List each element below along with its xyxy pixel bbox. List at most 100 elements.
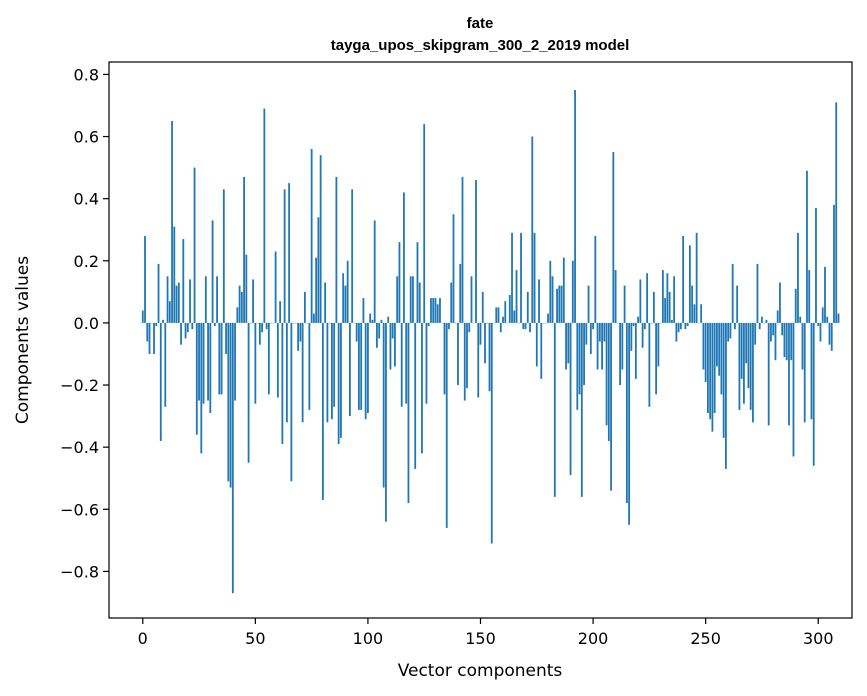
- bar-138: [452, 214, 455, 323]
- bar-31: [211, 220, 214, 323]
- bar-107: [382, 322, 385, 488]
- x-tick-label: 0: [138, 629, 148, 648]
- bar-281: [774, 322, 777, 361]
- bar-206: [605, 322, 608, 426]
- bar-72: [303, 291, 306, 323]
- bar-220: [637, 316, 640, 323]
- bar-29: [207, 322, 209, 401]
- y-tick-label: 0.8: [74, 65, 99, 84]
- bar-113: [396, 276, 399, 323]
- bar-23: [193, 167, 196, 323]
- bar-150: [479, 322, 482, 345]
- bar-63: [283, 189, 286, 323]
- bar-307: [833, 204, 835, 323]
- bar-173: [531, 136, 534, 323]
- plot-area-frame: [108, 61, 853, 619]
- bar-289: [792, 322, 795, 457]
- bar-82: [326, 322, 329, 423]
- bar-117: [405, 322, 408, 404]
- bar-225: [648, 322, 651, 407]
- bar-93: [351, 189, 354, 323]
- bar-121: [414, 322, 417, 469]
- bar-155: [490, 322, 493, 544]
- bar-61: [279, 301, 282, 323]
- bar-136: [448, 322, 450, 330]
- bar-207: [607, 322, 610, 441]
- bar-217: [630, 322, 633, 351]
- bar-298: [812, 322, 815, 466]
- bar-234: [668, 291, 671, 323]
- bar-263: [734, 322, 736, 330]
- bar-149: [477, 322, 480, 398]
- bar-174: [533, 232, 536, 323]
- bar-2: [146, 322, 149, 342]
- bar-19: [184, 322, 187, 339]
- bar-169: [522, 322, 525, 330]
- bar-77: [315, 257, 318, 323]
- bar-274: [758, 322, 761, 330]
- bar-130: [434, 298, 437, 323]
- bar-165: [513, 310, 516, 323]
- bar-295: [806, 170, 808, 323]
- bar-66: [290, 322, 293, 482]
- x-axis-ticks: 0 50 100 150 200 250 300: [138, 618, 834, 648]
- bar-22: [191, 322, 194, 330]
- bar-70: [299, 322, 302, 342]
- bar-54: [263, 108, 266, 323]
- bar-184: [556, 288, 558, 323]
- y-tick-label: 0.6: [74, 128, 99, 147]
- bar-40: [231, 322, 234, 594]
- bar-28: [204, 276, 207, 323]
- bar-99: [364, 322, 367, 420]
- x-tick-label: 200: [578, 629, 609, 648]
- bar-166: [515, 270, 518, 323]
- bar-24: [195, 322, 198, 435]
- bar-255: [716, 322, 718, 367]
- bar-242: [686, 322, 689, 327]
- bar-264: [736, 285, 739, 323]
- bar-254: [713, 322, 716, 413]
- bar-176: [538, 279, 540, 323]
- y-axis-label: Components values: [13, 256, 33, 424]
- bar-292: [799, 316, 802, 323]
- bar-280: [772, 322, 775, 336]
- bar-44: [240, 291, 243, 323]
- bar-14: [173, 226, 176, 323]
- bar-46: [245, 254, 248, 323]
- bar-27: [202, 322, 205, 404]
- bar-237: [675, 322, 678, 342]
- bar-37: [225, 322, 227, 354]
- bar-257: [720, 322, 723, 395]
- bar-249: [702, 322, 705, 370]
- bar-132: [439, 298, 441, 323]
- bar-10: [164, 322, 167, 407]
- bar-85: [333, 322, 336, 407]
- bar-213: [621, 322, 624, 370]
- bar-196: [583, 322, 585, 386]
- bar-203: [598, 322, 601, 342]
- bar-244: [691, 285, 694, 323]
- bar-303: [824, 267, 826, 323]
- bar-192: [574, 89, 576, 323]
- bar-series: [141, 89, 840, 594]
- bar-266: [740, 322, 743, 379]
- bar-223: [643, 322, 646, 330]
- bar-271: [752, 322, 754, 423]
- bar-228: [655, 322, 658, 395]
- bar-8: [159, 322, 162, 441]
- bar-272: [754, 322, 757, 345]
- bar-34: [218, 322, 221, 395]
- bar-209: [612, 152, 615, 323]
- bar-268: [745, 322, 748, 364]
- bar-187: [562, 257, 565, 323]
- bar-25: [198, 322, 200, 401]
- bar-38: [227, 322, 230, 482]
- bar-53: [261, 322, 263, 333]
- y-axis-ticks: −0.8 −0.6 −0.4 −0.2 0.0 0.2 0.4 0.6 0.8: [60, 65, 109, 581]
- bar-140: [457, 322, 459, 386]
- bar-78: [317, 217, 320, 323]
- bar-269: [747, 322, 750, 389]
- bar-236: [673, 276, 676, 323]
- bar-76: [312, 313, 315, 323]
